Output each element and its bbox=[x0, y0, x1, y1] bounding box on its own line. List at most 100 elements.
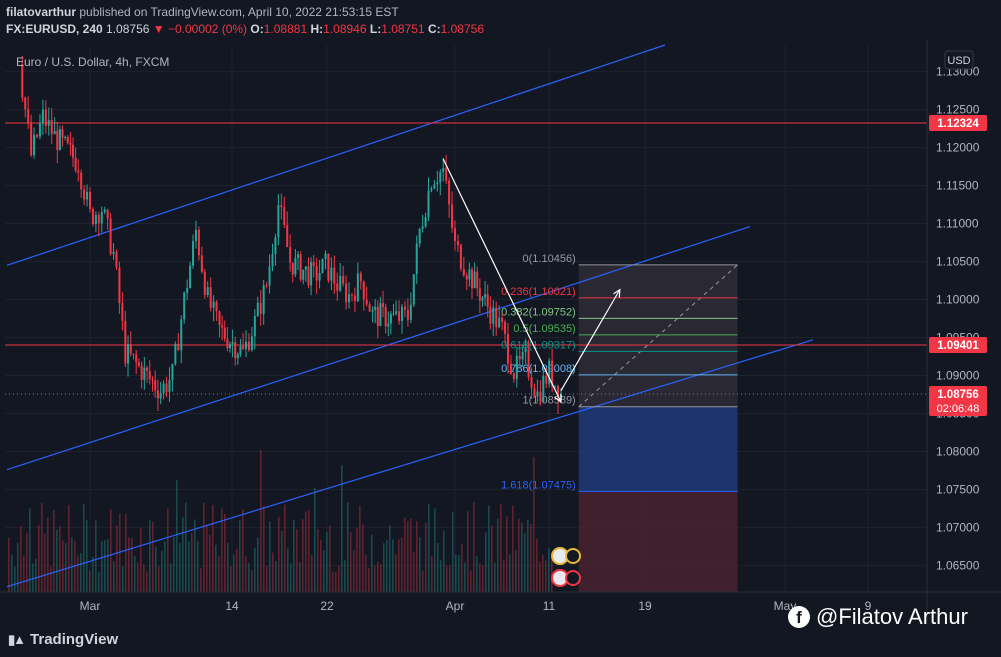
volume-bar bbox=[299, 562, 301, 592]
volume-bar bbox=[14, 566, 16, 592]
candle-body bbox=[50, 119, 53, 135]
candle-body bbox=[521, 351, 524, 360]
candle-body bbox=[451, 204, 454, 229]
candle-body bbox=[61, 129, 64, 138]
tradingview-text: TradingView bbox=[30, 631, 119, 648]
candle-body bbox=[551, 360, 554, 387]
candle-body bbox=[137, 362, 140, 366]
candle-body bbox=[401, 306, 404, 322]
candle-body bbox=[33, 134, 36, 156]
candle-body bbox=[106, 209, 109, 219]
candle-body bbox=[299, 254, 302, 280]
volume-bar bbox=[476, 556, 478, 592]
volume-bar bbox=[35, 558, 37, 592]
candle-body bbox=[371, 309, 374, 312]
candle-body bbox=[395, 311, 398, 314]
candle-body bbox=[253, 316, 256, 337]
candle-body bbox=[486, 294, 489, 307]
volume-bar bbox=[152, 521, 154, 592]
volume-bar bbox=[365, 554, 367, 592]
candle-body bbox=[212, 301, 215, 308]
footer-bar: ▮▲ TradingView bbox=[0, 622, 1001, 657]
candle-body bbox=[315, 265, 318, 281]
eu-flag-event-icon[interactable] bbox=[565, 570, 581, 586]
candle-body bbox=[86, 191, 89, 200]
candle-body bbox=[418, 228, 421, 244]
volume-bar bbox=[455, 554, 457, 592]
candle-body bbox=[302, 269, 305, 280]
volume-bar bbox=[452, 511, 454, 592]
price-tag-label: 1.09401 bbox=[937, 340, 979, 352]
close-label: C: bbox=[427, 22, 441, 36]
volume-bar bbox=[272, 552, 274, 592]
price-tick-label: 1.08000 bbox=[936, 444, 980, 458]
price-tag bbox=[929, 337, 987, 354]
candle-body bbox=[132, 353, 135, 355]
candle-body bbox=[312, 262, 315, 266]
projection-arrow bbox=[442, 158, 561, 402]
candle-body bbox=[197, 229, 200, 256]
candle-body bbox=[121, 303, 124, 321]
candle-body bbox=[286, 224, 289, 248]
volume-bar bbox=[290, 563, 292, 592]
volume-bar bbox=[332, 571, 334, 592]
candle-body bbox=[478, 288, 481, 301]
volume-bar bbox=[20, 525, 22, 592]
price-tick-label: 1.10000 bbox=[936, 293, 980, 307]
candle-body bbox=[66, 136, 69, 143]
candle-body bbox=[509, 363, 512, 374]
tradingview-logo[interactable]: ▮▲ TradingView bbox=[8, 631, 118, 648]
time-tick-label: 9 bbox=[865, 599, 872, 613]
candle-body bbox=[200, 255, 203, 272]
candle-body bbox=[151, 378, 154, 381]
volume-bar bbox=[245, 556, 247, 592]
price-chart[interactable]: 0(1.10456) 0.236(1.10021) 0.382(1.09752) 0.… bbox=[0, 0, 1001, 622]
candle-body bbox=[471, 269, 474, 289]
candle-body bbox=[524, 348, 527, 352]
candle-body bbox=[333, 267, 336, 284]
volume-bar bbox=[509, 554, 511, 592]
volume-bar bbox=[239, 520, 241, 592]
candle-body bbox=[71, 144, 74, 158]
candle-body bbox=[277, 205, 280, 238]
candle-body bbox=[30, 123, 33, 156]
currency-button[interactable]: USD bbox=[944, 50, 974, 70]
candle-body bbox=[245, 341, 248, 349]
candle-body bbox=[83, 189, 86, 200]
candle-body bbox=[74, 157, 77, 171]
candle-body bbox=[162, 383, 165, 394]
candle-body bbox=[436, 182, 439, 185]
volume-bar bbox=[221, 508, 223, 592]
price-tick-label: 1.07000 bbox=[936, 520, 980, 534]
volume-bar bbox=[296, 529, 298, 592]
author-name[interactable]: filatovarthur bbox=[6, 5, 77, 19]
volume-bar bbox=[485, 532, 487, 592]
candle-body bbox=[91, 208, 94, 225]
volume-bar bbox=[320, 539, 322, 592]
time-tick-label: Apr bbox=[446, 599, 465, 613]
candle-body bbox=[412, 274, 415, 305]
candle-body bbox=[304, 266, 307, 270]
volume-bar bbox=[215, 544, 217, 592]
volume-bar bbox=[356, 527, 358, 592]
volume-bar bbox=[302, 519, 304, 592]
eu-flag-event-icon[interactable] bbox=[565, 548, 581, 564]
candle-body bbox=[342, 276, 345, 284]
last-price: 1.08756 bbox=[106, 22, 150, 36]
currency-label: USD bbox=[947, 55, 970, 67]
price-candles bbox=[21, 55, 562, 414]
candle-body bbox=[476, 271, 479, 289]
volume-bar bbox=[263, 505, 265, 592]
volume-bar bbox=[29, 508, 31, 592]
candle-body bbox=[262, 285, 265, 314]
symbol-label[interactable]: FX:EURUSD, 240 bbox=[6, 22, 103, 36]
candle-body bbox=[518, 355, 521, 360]
candle-body bbox=[41, 109, 44, 124]
volume-bar bbox=[248, 563, 250, 592]
volume-bar bbox=[128, 537, 130, 592]
economic-events[interactable] bbox=[551, 547, 581, 587]
volume-bar bbox=[56, 529, 58, 592]
header-bar: filatovarthur published on TradingView.c… bbox=[0, 0, 1001, 40]
volume-bar bbox=[506, 516, 508, 592]
volume-bar bbox=[47, 517, 49, 592]
